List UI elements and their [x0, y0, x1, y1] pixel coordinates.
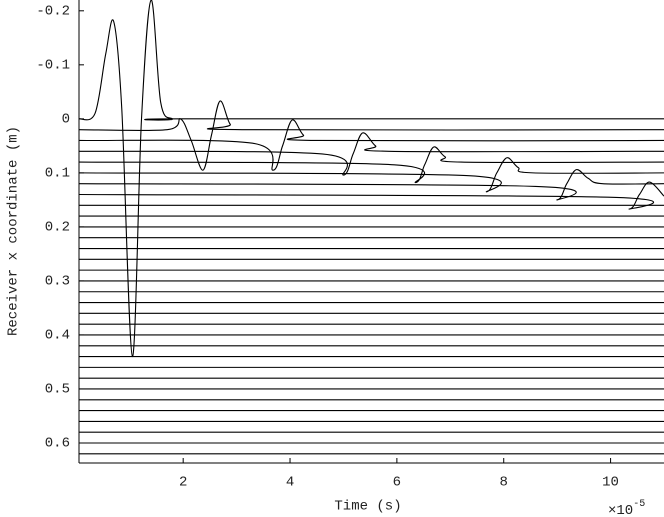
trace [79, 100, 664, 171]
trace [79, 157, 664, 193]
x-tick-label: 2 [179, 475, 187, 491]
y-tick-label: 0 [62, 112, 70, 128]
y-tick-label: 0.2 [45, 220, 70, 236]
x-scale-label: ×10-5 [608, 499, 645, 517]
y-axis-label: Receiver x coordinate (m) [6, 126, 22, 336]
x-tick-label: 6 [393, 475, 401, 491]
y-tick-label: -0.2 [36, 4, 70, 20]
y-tick-label: 0.5 [45, 382, 70, 398]
trace [79, 0, 664, 358]
trace [79, 132, 664, 176]
trace [79, 119, 664, 171]
trace [79, 169, 664, 201]
trace [79, 181, 664, 210]
y-tick-label: 0.1 [45, 166, 70, 182]
y-tick-label: 0.4 [45, 328, 70, 344]
x-tick-label: 8 [500, 475, 508, 491]
y-tick-label: 0.3 [45, 274, 70, 290]
x-scale-base: ×10 [608, 503, 633, 517]
trace [79, 146, 664, 184]
x-scale-exponent: -5 [633, 499, 645, 510]
y-tick-label: 0.6 [45, 436, 70, 452]
x-axis-label: Time (s) [334, 499, 401, 515]
x-tick-label: 10 [602, 475, 619, 491]
y-tick-label: -0.1 [36, 58, 70, 74]
x-tick-label: 4 [286, 475, 294, 491]
plot-area [79, 0, 664, 455]
